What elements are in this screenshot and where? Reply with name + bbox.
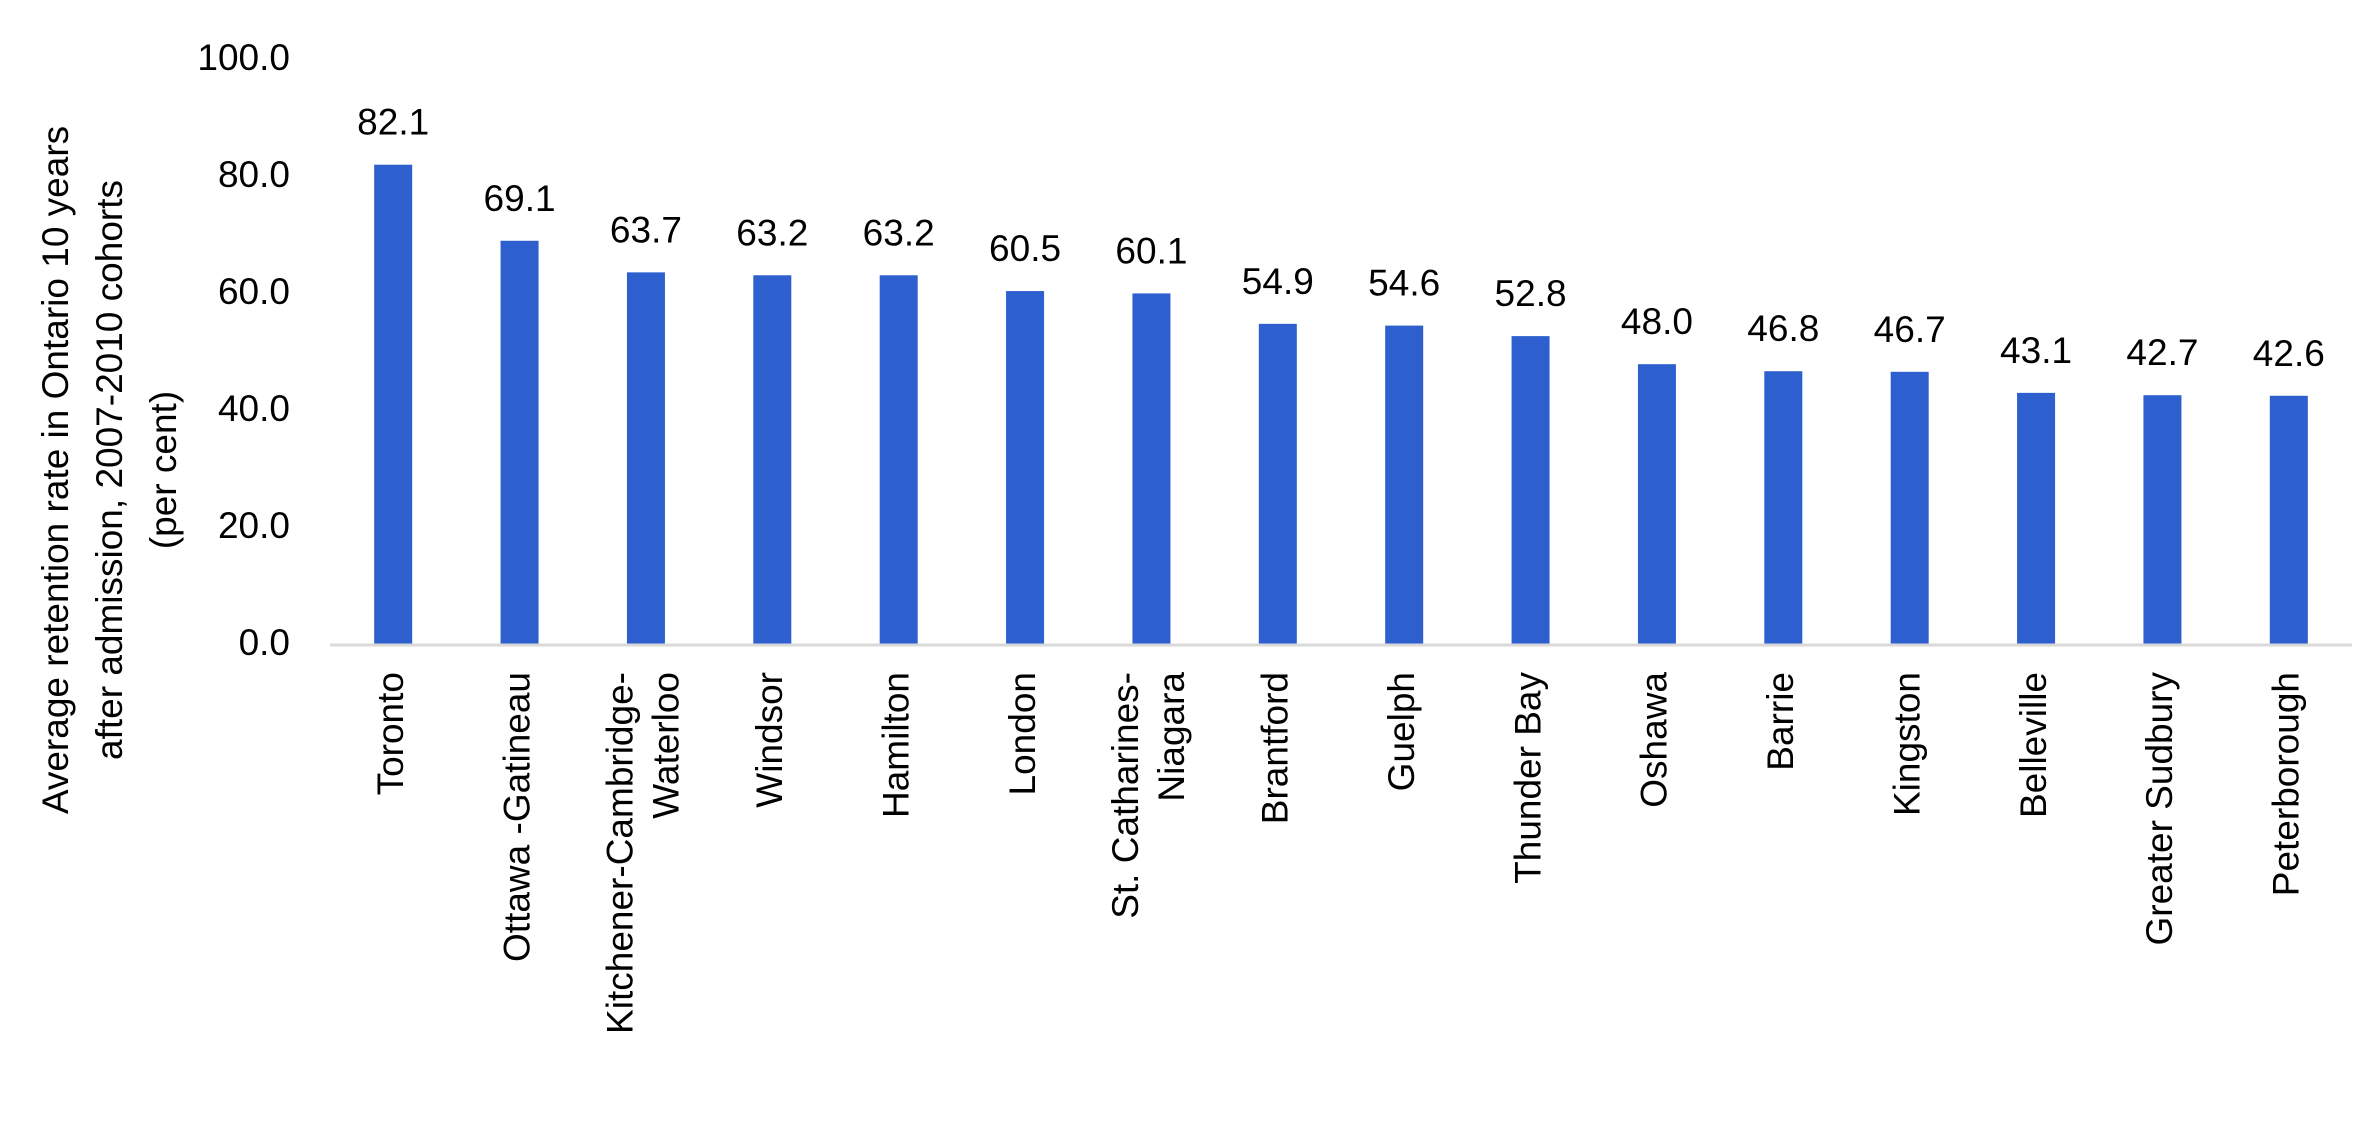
- bar-value-label: 69.1: [484, 178, 556, 219]
- bar-value-label: 63.7: [610, 209, 682, 250]
- x-category-label: Barrie: [1760, 672, 1801, 771]
- y-axis-title: Average retention rate in Ontario 10 yea…: [35, 126, 184, 814]
- bar: [1385, 325, 1424, 645]
- y-tick-label: 20.0: [218, 505, 290, 546]
- bar-value-label: 52.8: [1495, 273, 1567, 314]
- bar: [1764, 371, 1803, 645]
- bar-value-label: 46.8: [1747, 308, 1819, 349]
- bar-value-label: 43.1: [2000, 330, 2072, 371]
- bar-value-label: 60.5: [989, 228, 1061, 269]
- bar: [374, 164, 413, 645]
- y-tick-label: 0.0: [239, 622, 290, 663]
- x-category-label: Oshawa: [1634, 672, 1675, 808]
- bar-value-label: 54.6: [1368, 263, 1440, 304]
- x-category-label: Hamilton: [875, 672, 916, 818]
- bar: [753, 275, 792, 645]
- bar: [1006, 291, 1045, 645]
- x-category-label: Brantford: [1255, 672, 1296, 824]
- bar-value-label: 54.9: [1242, 261, 1314, 302]
- x-category-label: Belleville: [2013, 672, 2054, 818]
- x-category-label: London: [1002, 672, 1043, 795]
- y-tick-label: 40.0: [218, 388, 290, 429]
- x-category-label: Niagara: [1151, 672, 1192, 802]
- x-category-label: Kitchener-Cambridge-: [600, 672, 641, 1034]
- bar-value-label: 46.7: [1874, 309, 1946, 350]
- x-category-label: Ottawa -Gatineau: [496, 672, 537, 962]
- y-tick-label: 60.0: [218, 271, 290, 312]
- x-category-label: Kingston: [1886, 672, 1927, 816]
- y-tick-label: 100.0: [197, 37, 290, 78]
- bars: [374, 164, 2308, 645]
- data-labels: 82.1 69.1 63.7 63.2 63.2 60.5 60.1 54.9 54.6 52.8…: [357, 102, 2325, 374]
- bar: [500, 240, 539, 645]
- bar: [2143, 395, 2182, 645]
- y-axis-ticks: 0.0 20.0 40.0 60.0 80.0 100.0: [197, 37, 290, 663]
- bar-value-label: 42.6: [2253, 333, 2325, 374]
- bar-value-label: 42.7: [2126, 332, 2198, 373]
- x-category-label: St. Catharines-: [1105, 672, 1146, 919]
- x-category-label: Greater Sudbury: [2139, 672, 2180, 946]
- bar: [2017, 392, 2056, 645]
- y-axis-title-line: Average retention rate in Ontario 10 yea…: [35, 126, 76, 814]
- bar: [1258, 323, 1297, 645]
- y-axis-title-line: after admission, 2007-2010 cohorts: [89, 180, 130, 760]
- x-category-label: Thunder Bay: [1507, 672, 1548, 884]
- bar: [1511, 336, 1550, 645]
- bar-value-label: 48.0: [1621, 301, 1693, 342]
- y-tick-label: 80.0: [218, 154, 290, 195]
- bar-value-label: 63.2: [736, 212, 808, 253]
- x-category-label: Waterloo: [646, 672, 687, 819]
- y-axis-title-line: (per cent): [143, 391, 184, 549]
- x-category-label: Windsor: [749, 672, 790, 808]
- bar: [2269, 395, 2308, 645]
- bar: [1132, 293, 1171, 645]
- bar: [879, 275, 918, 645]
- x-category-label: Guelph: [1381, 672, 1422, 791]
- x-category-label: Peterborough: [2266, 672, 2307, 896]
- bar: [1890, 371, 1929, 645]
- bar-value-label: 63.2: [863, 212, 935, 253]
- x-category-label: Toronto: [370, 672, 411, 795]
- bar: [626, 272, 665, 645]
- bar-value-label: 82.1: [357, 102, 429, 143]
- bar-value-label: 60.1: [1115, 230, 1187, 271]
- x-axis-labels: Toronto Ottawa -Gatineau Kitchener-Cambrid…: [370, 672, 2307, 1034]
- bar: [1637, 364, 1676, 645]
